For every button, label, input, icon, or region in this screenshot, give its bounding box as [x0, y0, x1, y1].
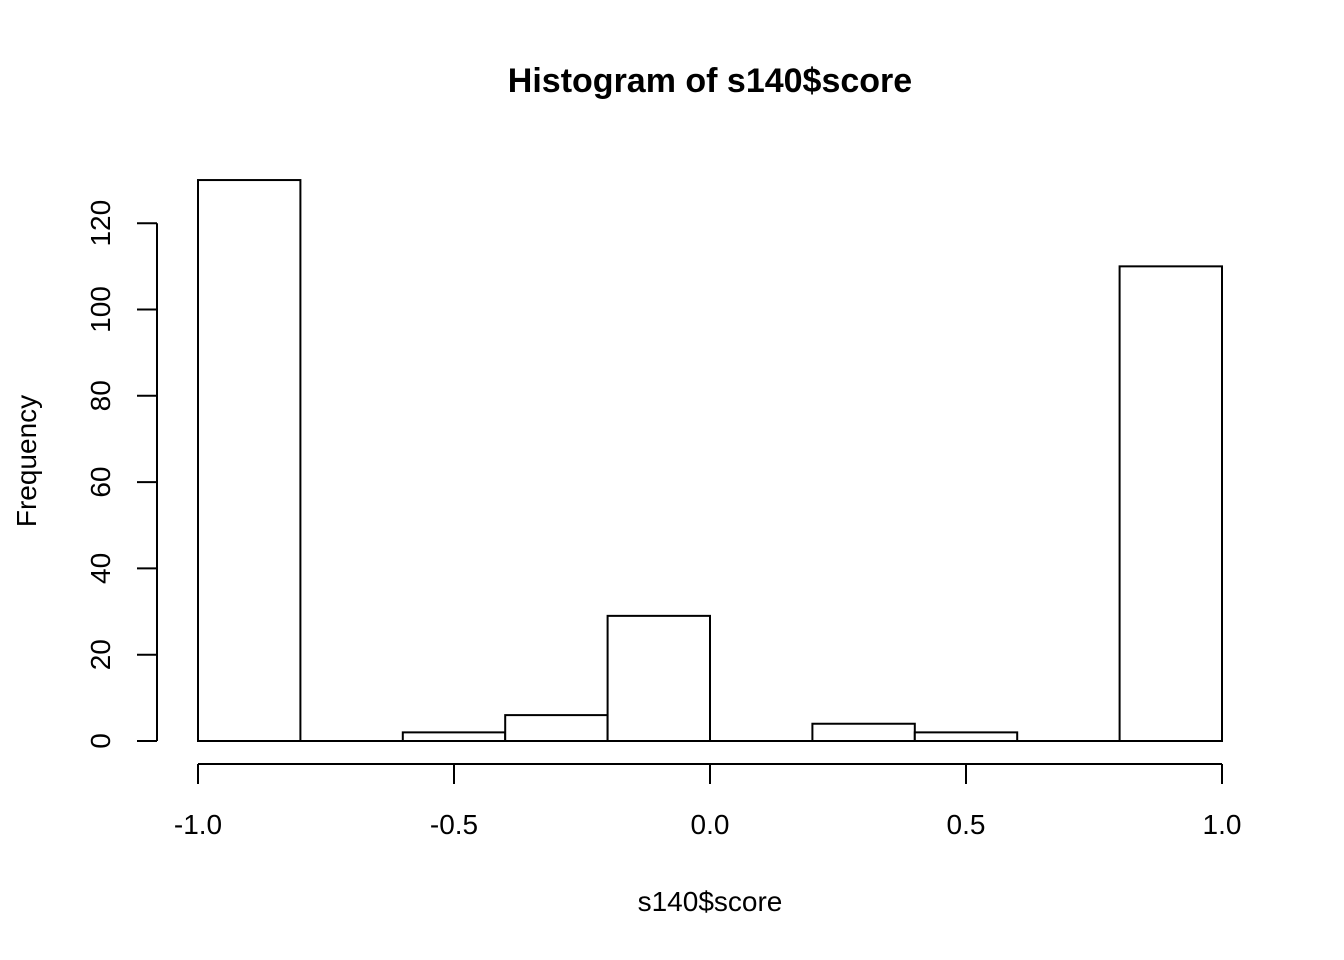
x-tick-label: 0.5 — [947, 809, 986, 840]
x-tick-label: -1.0 — [174, 809, 222, 840]
y-tick-label: 100 — [85, 286, 116, 333]
y-tick-label: 80 — [85, 380, 116, 411]
x-tick-label: 0.0 — [691, 809, 730, 840]
x-axis: -1.0 -0.5 0.0 0.5 1.0 — [174, 763, 1242, 840]
y-axis-label: Frequency — [11, 395, 42, 527]
y-tick-label: 0 — [85, 733, 116, 749]
y-tick-label: 60 — [85, 467, 116, 498]
y-axis: 0 20 40 60 80 100 120 — [85, 200, 158, 749]
x-tick-label: -0.5 — [430, 809, 478, 840]
histogram-bar — [401, 731, 507, 742]
chart-title: Histogram of s140$score — [508, 62, 912, 100]
y-tick-label: 40 — [85, 553, 116, 584]
histogram-bar — [606, 614, 711, 742]
y-tick-label: 120 — [85, 200, 116, 247]
histogram-bar — [811, 722, 916, 742]
x-tick-label: 1.0 — [1203, 809, 1242, 840]
x-axis-label: s140$score — [638, 886, 783, 917]
y-tick-label: 20 — [85, 639, 116, 670]
histogram-bar — [197, 179, 302, 743]
histogram-bar — [1118, 265, 1223, 742]
bars-group — [197, 179, 1223, 743]
histogram-bar — [504, 714, 609, 742]
histogram-bar — [913, 731, 1019, 742]
